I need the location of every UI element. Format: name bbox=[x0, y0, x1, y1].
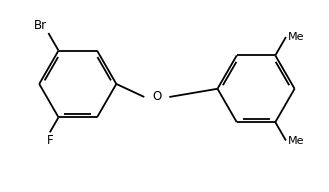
Text: Br: Br bbox=[34, 19, 47, 32]
Text: Me: Me bbox=[288, 136, 304, 146]
Text: O: O bbox=[152, 90, 162, 103]
Text: Me: Me bbox=[288, 32, 304, 42]
Text: F: F bbox=[46, 134, 53, 147]
